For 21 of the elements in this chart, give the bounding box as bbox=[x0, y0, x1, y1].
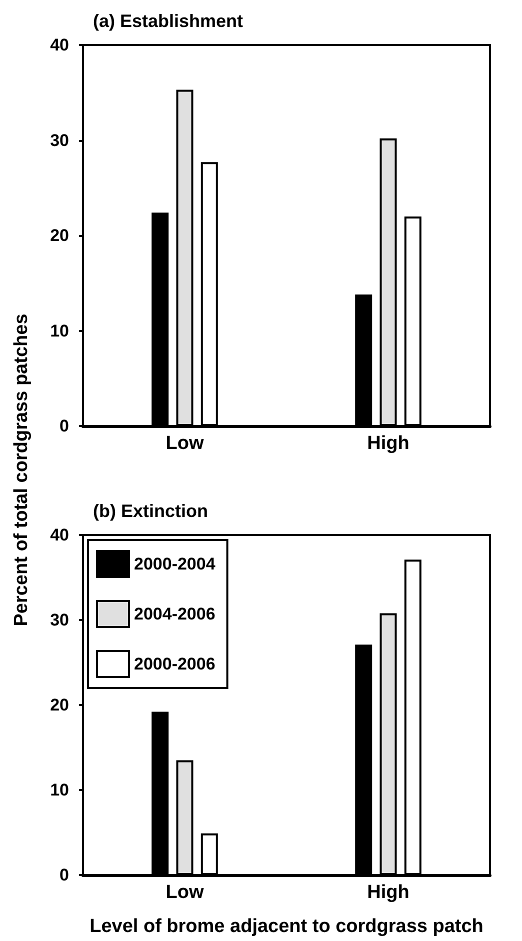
y-tick-label: 40 bbox=[50, 526, 69, 544]
y-axis-title: Percent of total cordgrass patches bbox=[11, 314, 33, 626]
chart-title: (a) Establishment bbox=[93, 11, 244, 31]
legend-label: 2000-2004 bbox=[134, 554, 216, 574]
legend-label: 2004-2006 bbox=[134, 604, 216, 624]
x-tick-label: High bbox=[367, 882, 410, 903]
legend-label: 2000-2006 bbox=[134, 654, 216, 674]
y-tick-label: 40 bbox=[50, 36, 69, 54]
y-tick-label: 30 bbox=[50, 130, 69, 150]
y-tick-label: 20 bbox=[50, 696, 69, 714]
x-tick-label: High bbox=[367, 433, 410, 454]
y-tick-label: 0 bbox=[60, 866, 69, 884]
chart-title: (b) Extinction bbox=[93, 501, 208, 521]
y-tick-label: 0 bbox=[60, 416, 69, 436]
x-axis-title: Level of brome adjacent to cordgrass patch bbox=[90, 916, 484, 937]
y-tick-label: 10 bbox=[50, 321, 69, 340]
y-tick-label: 20 bbox=[50, 226, 69, 245]
y-tick-label: 30 bbox=[50, 610, 69, 630]
x-tick-label: Low bbox=[166, 433, 204, 454]
y-tick-label: 10 bbox=[50, 780, 69, 800]
x-tick-label: Low bbox=[166, 882, 204, 903]
